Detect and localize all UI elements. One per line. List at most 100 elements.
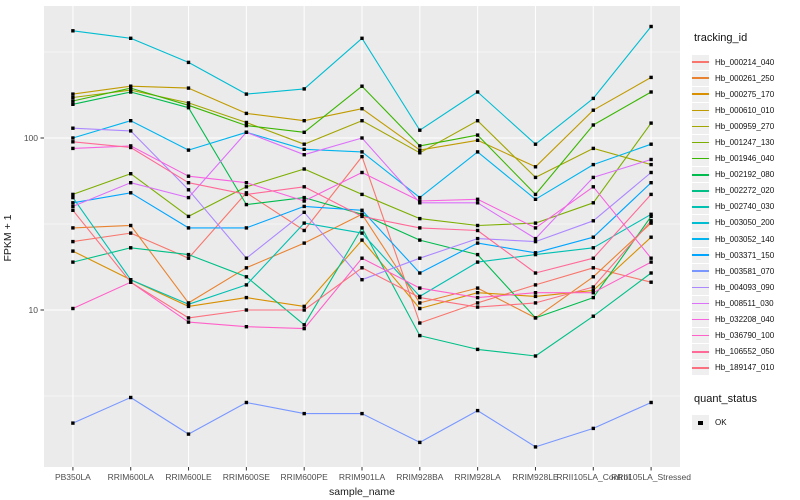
data-point — [71, 99, 75, 103]
legend-item-Hb_000261_250: Hb_000261_250 — [692, 70, 800, 86]
legend-item-Hb_003581_070: Hb_003581_070 — [692, 263, 800, 279]
data-point — [71, 146, 75, 151]
data-point — [475, 90, 480, 94]
legend-key-line — [692, 302, 709, 305]
x-tick-label: RRIM600LE — [165, 472, 212, 482]
data-point — [244, 275, 249, 279]
legend-item-label: Hb_000261_250 — [715, 73, 775, 83]
data-point — [475, 301, 480, 305]
data-point — [129, 223, 133, 228]
data-point — [591, 285, 595, 289]
legend-key-line — [692, 125, 709, 128]
data-point — [186, 316, 191, 320]
data-point — [302, 87, 306, 91]
data-point — [649, 212, 653, 216]
data-point — [302, 167, 306, 171]
data-point — [475, 133, 480, 137]
data-point — [418, 144, 422, 148]
data-point — [129, 90, 133, 94]
data-point — [360, 84, 364, 88]
legend-item-label: Hb_003581_070 — [715, 266, 775, 276]
data-point — [71, 306, 75, 311]
data-point — [475, 286, 480, 290]
data-point — [475, 295, 480, 300]
data-point — [302, 204, 306, 209]
data-point — [186, 432, 191, 436]
legend-item-label: Hb_189147_010 — [715, 363, 775, 373]
data-point — [533, 271, 538, 275]
data-point — [302, 304, 306, 309]
data-point — [360, 212, 364, 216]
legend-item-label: Hb_000214_040 — [715, 57, 775, 67]
data-point — [302, 130, 306, 134]
data-point — [360, 36, 364, 40]
data-point — [591, 96, 595, 101]
data-point — [475, 197, 480, 201]
data-point — [591, 288, 595, 293]
data-point — [360, 231, 364, 235]
data-point — [533, 239, 538, 244]
data-point — [649, 192, 653, 197]
data-point — [533, 445, 538, 449]
data-point — [591, 123, 595, 127]
legend-item-Hb_002192_080: Hb_002192_080 — [692, 167, 800, 183]
data-point — [244, 185, 249, 189]
data-point — [533, 316, 538, 320]
legend-key-swatch — [692, 135, 709, 151]
legend-item-label: Hb_000275_170 — [715, 89, 775, 99]
data-point — [533, 301, 538, 305]
quant-status-key — [692, 415, 709, 431]
data-point — [186, 195, 191, 200]
data-point — [186, 214, 191, 219]
data-point — [475, 138, 480, 142]
data-point — [475, 260, 480, 264]
legend-item-label: Hb_003050_200 — [715, 218, 775, 228]
data-point — [533, 165, 538, 169]
x-tick-label: RRIM928LE — [512, 472, 559, 482]
data-point — [129, 36, 133, 40]
data-point — [244, 123, 249, 128]
legend-key-line — [692, 367, 709, 369]
legend-key-line — [692, 173, 709, 176]
legend-item-Hb_000610_010: Hb_000610_010 — [692, 102, 800, 118]
data-point — [418, 286, 422, 290]
x-tick-label: PB350LA — [55, 472, 91, 482]
legend-item-Hb_008511_030: Hb_008511_030 — [692, 295, 800, 311]
legend-item-Hb_002272_020: Hb_002272_020 — [692, 183, 800, 199]
legend-item-label: Hb_003371_150 — [715, 250, 775, 260]
legend-key-line — [692, 206, 709, 208]
data-point — [71, 226, 75, 230]
quant-status-label: OK — [715, 418, 727, 428]
data-point — [302, 153, 306, 157]
x-tick-label: RRIM600LA — [108, 472, 155, 482]
data-point — [302, 142, 306, 146]
data-point — [129, 84, 133, 88]
data-point — [302, 241, 306, 245]
data-point — [591, 201, 595, 205]
data-point — [360, 119, 364, 123]
legend-item-Hb_003050_200: Hb_003050_200 — [692, 215, 800, 231]
data-point — [591, 314, 595, 318]
data-point — [591, 219, 595, 223]
data-point — [591, 175, 595, 180]
data-point — [129, 129, 133, 133]
data-point — [186, 148, 191, 152]
data-point — [591, 256, 595, 260]
legend-key-swatch — [692, 312, 709, 328]
legend-key-line — [692, 61, 709, 63]
data-point — [475, 236, 480, 241]
data-point — [244, 130, 249, 134]
legend-item-label: Hb_002740_030 — [715, 202, 775, 212]
data-point — [244, 226, 249, 230]
legend-key-swatch — [692, 167, 709, 183]
data-point — [186, 304, 191, 309]
x-axis-title: sample_name — [329, 486, 395, 498]
data-point — [418, 226, 422, 230]
legend-key-line — [692, 254, 709, 256]
data-point — [360, 226, 364, 230]
data-point — [649, 280, 653, 284]
data-point — [418, 333, 422, 338]
data-point — [71, 260, 75, 264]
legend-key-swatch — [692, 295, 709, 311]
legend-item-label: Hb_000610_010 — [715, 105, 775, 115]
